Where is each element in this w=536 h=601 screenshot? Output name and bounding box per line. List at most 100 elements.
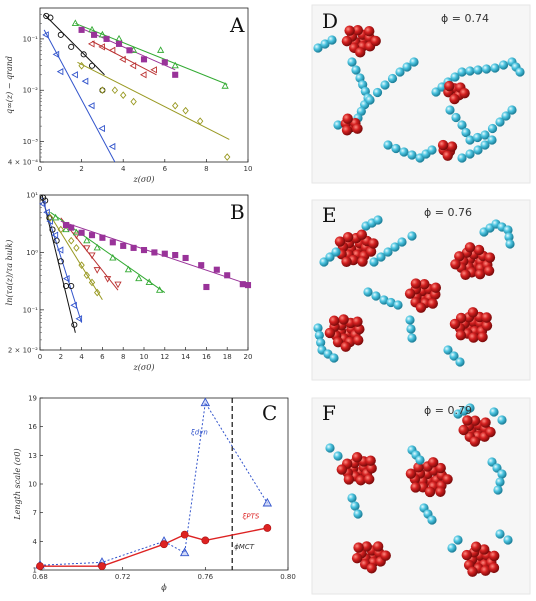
data-point-s5: [98, 43, 105, 51]
data-point-s6: [203, 283, 210, 291]
data-point-s3: [73, 244, 80, 252]
cyan-particle: [369, 257, 379, 267]
red-particle: [334, 236, 346, 247]
data-point-s6: [130, 97, 137, 106]
panel-a: 0 2 4 6 8 10 10⁻¹ 10⁻² 10⁻³ 4 × 10⁻⁴ z(σ0) q∞(z) − …: [5, 7, 252, 184]
cyan-particle: [363, 287, 373, 297]
red-particle: [479, 544, 490, 555]
panel-label: D: [322, 9, 338, 33]
data-point-s1: [57, 31, 64, 38]
cyan-particle: [386, 297, 396, 308]
data-point-s2: [56, 246, 64, 254]
data-point-s6: [224, 272, 231, 279]
data-point-s6: [172, 252, 179, 259]
data-point-s6: [109, 239, 116, 246]
cyan-particle: [501, 111, 511, 121]
data-point-s5: [135, 274, 143, 282]
data-point-s2: [43, 208, 50, 216]
red-particle: [435, 486, 446, 497]
x-tick-label: 0.76: [198, 573, 214, 581]
cyan-particle: [451, 112, 461, 123]
red-particle: [427, 457, 439, 468]
red-particle: [462, 415, 473, 426]
data-point-s1: [88, 62, 96, 69]
x-axis-label: ϕ: [161, 583, 167, 592]
x-tick-label: 0.72: [115, 573, 131, 581]
data-point-s5: [129, 62, 137, 70]
data-point-s2: [62, 274, 70, 283]
data-point-s1: [47, 14, 54, 21]
red-particle: [459, 87, 470, 99]
red-particle: [489, 550, 500, 562]
x-tick-label: 8: [121, 353, 125, 361]
cyan-particle: [505, 239, 515, 249]
cyan-particle: [395, 67, 405, 77]
data-point-s3: [98, 30, 107, 38]
data-point-s5: [145, 278, 153, 285]
data-point-s1: [99, 87, 106, 94]
red-particle: [419, 278, 430, 290]
cyan-particle: [376, 252, 386, 262]
cyan-particle: [507, 105, 517, 115]
cyan-particle: [407, 150, 417, 160]
cyan-particle: [402, 62, 412, 72]
red-particle: [353, 335, 364, 346]
cyan-particle: [490, 63, 500, 73]
x-tick-label: 2: [59, 353, 63, 361]
data-point-s5: [83, 236, 91, 244]
data-point-s6: [88, 232, 96, 239]
red-particle: [481, 320, 493, 331]
cyan-particle: [331, 247, 341, 257]
mct-label: ϕMCT: [234, 543, 255, 551]
cyan-particle: [465, 135, 475, 145]
red-particle: [485, 426, 496, 438]
fit-line-3: [47, 212, 103, 301]
data-point-s4: [91, 31, 98, 38]
red-particle: [469, 415, 481, 426]
y-tick-label: 10⁻¹: [23, 306, 39, 314]
red-particle: [442, 474, 453, 485]
data-point-s5: [51, 213, 60, 221]
y-axis-label: q∞(z) − qrand: [5, 56, 14, 114]
data-point-s3: [47, 214, 54, 222]
red-particle: [355, 475, 367, 486]
data-point-s5: [124, 265, 133, 273]
data-point-s3: [157, 46, 165, 53]
red-particle: [342, 113, 353, 124]
x-tick-label: 18: [223, 353, 232, 361]
panel-b: 0 2 4 6 8 10 12 14 16 18 20 10¹ 10⁰ 10⁻¹ 2 × 10⁻² z(σ0)…: [5, 192, 252, 373]
red-particle: [470, 541, 482, 552]
red-particle: [353, 542, 364, 553]
x-tick-label: 0: [38, 353, 42, 361]
cyan-particle: [427, 515, 437, 525]
cyan-particle: [409, 57, 419, 67]
panel-label: C: [262, 401, 277, 425]
x-tick-label: 0.80: [280, 573, 296, 581]
data-point-s5: [108, 46, 116, 54]
red-particle: [435, 462, 446, 474]
data-point-s6: [239, 281, 246, 288]
data-point-s3: [83, 271, 90, 280]
red-particle: [474, 269, 486, 280]
data-point-s2: [71, 71, 78, 79]
fit-line-2: [41, 197, 83, 323]
cyan-particle: [407, 231, 417, 241]
red-particle: [352, 25, 364, 36]
cyan-particle: [383, 140, 393, 150]
data-point-s3: [78, 261, 85, 269]
cyan-particle: [314, 330, 324, 340]
red-particle: [366, 563, 377, 574]
data-point-s2: [160, 540, 168, 549]
cyan-particle: [415, 455, 425, 465]
data-point-s3: [71, 19, 79, 26]
data-point-s6: [244, 282, 252, 289]
x-tick-label: 10: [140, 353, 149, 361]
red-particle: [477, 331, 488, 343]
x-tick-label: 6: [100, 353, 105, 361]
cyan-particle: [393, 300, 403, 310]
cyan-particle: [327, 35, 337, 45]
cyan-particle: [453, 535, 463, 545]
cyan-particle: [457, 120, 467, 130]
cyan-particle: [325, 443, 335, 453]
